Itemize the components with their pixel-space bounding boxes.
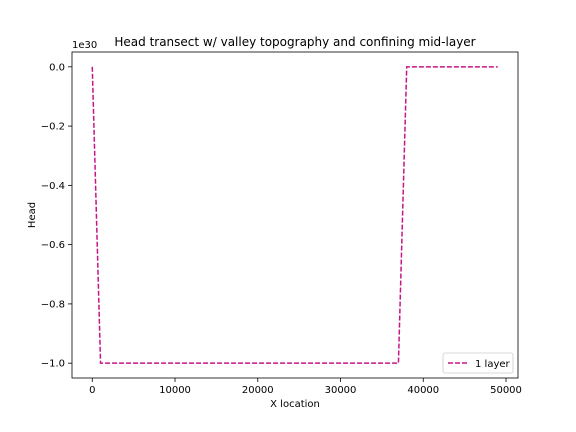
x-tick-label: 30000 [325,385,357,396]
x-tick-label: 20000 [242,385,274,396]
y-tick-label: −0.4 [41,181,65,192]
series-line-1 [91,66,498,364]
y-axis: 0.0 −0.2 −0.4 −0.6 −0.8 −1.0 [41,62,72,370]
legend: 1 layer [442,352,514,374]
y-axis-label: Head [27,202,38,228]
legend-box [442,352,514,374]
x-tick-label: 40000 [407,385,439,396]
y-tick-label: −0.2 [41,122,65,133]
y-offset-label: 1e30 [72,40,97,51]
y-tick-label: −1.0 [41,359,65,370]
x-tick-label: 50000 [490,385,522,396]
x-axis-label: X location [270,399,320,410]
plot-area [91,66,498,364]
x-tick-label: 10000 [159,385,191,396]
plot-frame [71,51,519,379]
y-tick-label: −0.8 [41,299,65,310]
legend-label-1-layer: 1 layer [475,359,511,370]
y-tick-label: 0.0 [49,62,65,73]
x-tick-label: 0 [89,385,95,396]
chart-title: Head transect w/ valley topography and c… [114,35,475,49]
x-axis: 0 10000 20000 30000 40000 50000 [89,378,522,396]
y-tick-label: −0.6 [41,240,65,251]
